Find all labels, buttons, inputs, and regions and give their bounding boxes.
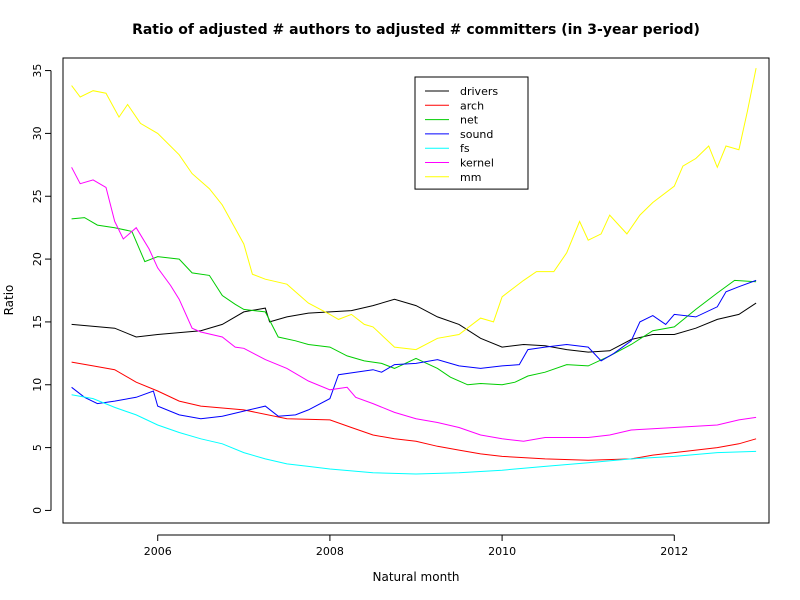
series-line-kernel [71,167,757,442]
y-axis: 0 5 10 15 20 25 30 35 [31,64,52,514]
series-layer [71,68,757,475]
legend-box [414,76,529,190]
legend-label-sound: sound [460,128,493,141]
legend-label-fs: fs [460,142,470,155]
series-line-mm [71,68,757,351]
legend-label-arch: arch [460,99,484,112]
legend-label-drivers: drivers [460,85,498,98]
series-line-drivers [71,298,757,353]
y-tick-label: 30 [31,126,44,140]
x-axis: 2006 2008 2010 2012 [144,534,688,558]
y-tick-label: 15 [31,315,44,329]
y-axis-label: Ratio [2,285,16,316]
legend-label-kernel: kernel [460,157,494,170]
chart-title: Ratio of adjusted # authors to adjusted … [132,22,700,38]
y-tick-label: 10 [31,378,44,392]
legend-label-mm: mm [460,171,481,184]
series-line-sound [71,279,757,420]
series-line-fs [71,394,757,475]
y-tick-label: 35 [31,64,44,78]
y-tick-label: 5 [31,444,44,451]
plot-frame [62,57,770,524]
legend-label-net: net [460,114,479,127]
y-tick-label: 20 [31,252,44,266]
x-tick-label: 2010 [488,545,516,558]
x-axis-label: Natural month [372,570,459,584]
y-tick-label: 0 [31,507,44,514]
x-tick-label: 2012 [660,545,688,558]
y-tick-label: 25 [31,189,44,203]
series-line-arch [71,361,757,461]
series-line-net [71,217,757,386]
x-tick-label: 2006 [144,545,172,558]
x-tick-label: 2008 [316,545,344,558]
